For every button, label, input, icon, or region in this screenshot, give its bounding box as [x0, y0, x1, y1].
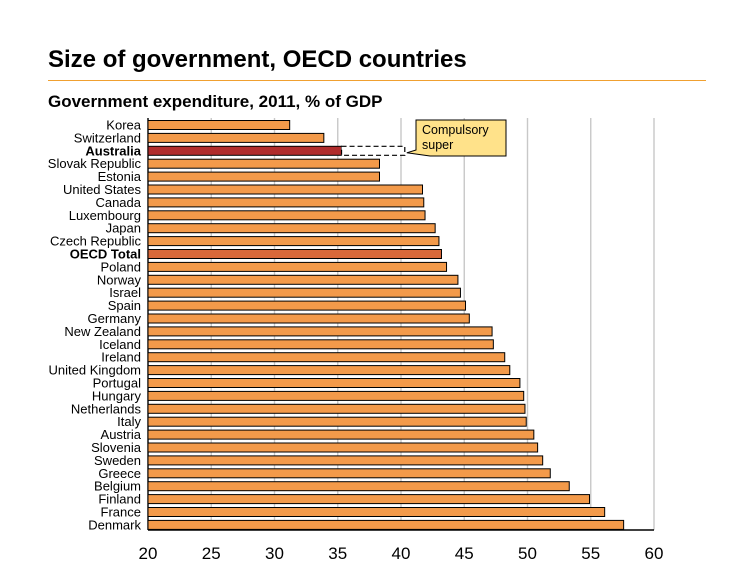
category-label-netherlands: Netherlands: [71, 401, 142, 416]
bar-canada: [147, 197, 425, 208]
category-label-israel: Israel: [109, 285, 141, 300]
bar-denmark: [147, 519, 625, 530]
bar-italy: [147, 416, 527, 427]
category-label-switzerland: Switzerland: [74, 130, 141, 145]
category-label-sweden: Sweden: [94, 453, 141, 468]
annotation-extension-bar: [340, 145, 406, 156]
annotation-callout-box: [406, 119, 507, 157]
category-label-australia: Australia: [85, 143, 141, 158]
chart-title: Size of government, OECD countries: [48, 46, 467, 73]
x-tick-label: 45: [455, 544, 474, 563]
x-tick-label: 30: [265, 544, 284, 563]
bar-sweden: [147, 455, 544, 466]
bar-korea: [147, 120, 291, 130]
x-tick-label: 20: [139, 544, 158, 563]
category-label-portugal: Portugal: [93, 376, 142, 391]
category-label-austria: Austria: [101, 427, 142, 442]
bar-belgium: [147, 481, 570, 492]
bar-netherlands: [147, 403, 526, 414]
bar-new-zealand: [147, 326, 493, 337]
x-tick-label: 25: [202, 544, 221, 563]
bar-greece: [147, 468, 551, 479]
category-label-france: France: [101, 505, 141, 520]
title-divider: [48, 80, 706, 81]
category-label-spain: Spain: [108, 298, 141, 313]
bar-france: [147, 507, 606, 517]
category-label-denmark: Denmark: [88, 517, 141, 532]
bar-portugal: [147, 378, 521, 388]
category-label-united-kingdom: United Kingdom: [49, 363, 142, 378]
category-label-canada: Canada: [95, 195, 141, 210]
category-label-belgium: Belgium: [94, 479, 141, 494]
bar-luxembourg: [147, 210, 426, 221]
category-label-hungary: Hungary: [92, 388, 142, 403]
category-label-oecd-total: OECD Total: [70, 247, 141, 262]
category-label-iceland: Iceland: [99, 337, 141, 352]
bar-slovak-republic: [147, 158, 380, 169]
bar-finland: [147, 494, 590, 505]
category-label-korea: Korea: [106, 118, 141, 133]
bar-spain: [147, 300, 467, 311]
bar-austria: [147, 429, 535, 440]
category-label-united-states: United States: [63, 182, 142, 197]
bar-czech-republic: [147, 236, 440, 247]
bar-united-kingdom: [147, 365, 511, 376]
bar-australia: [147, 145, 343, 156]
category-label-slovenia: Slovenia: [91, 440, 142, 455]
bar-poland: [147, 261, 448, 272]
chart-subtitle: Government expenditure, 2011, % of GDP: [48, 92, 383, 111]
bar-estonia: [147, 171, 380, 182]
category-label-estonia: Estonia: [98, 169, 142, 184]
category-label-slovak-republic: Slovak Republic: [48, 156, 142, 171]
x-tick-label: 50: [518, 544, 537, 563]
bar-oecd-total: [147, 249, 442, 259]
category-label-greece: Greece: [98, 466, 141, 481]
category-label-czech-republic: Czech Republic: [50, 234, 142, 249]
category-label-new-zealand: New Zealand: [64, 324, 141, 339]
annotation-text: super: [422, 138, 453, 152]
category-label-italy: Italy: [117, 414, 141, 429]
category-label-ireland: Ireland: [101, 350, 141, 365]
x-tick-label: 40: [392, 544, 411, 563]
bar-germany: [147, 313, 470, 324]
bar-iceland: [147, 339, 494, 350]
annotation-text: Compulsory: [422, 123, 489, 137]
bar-israel: [147, 287, 461, 298]
category-label-japan: Japan: [106, 221, 141, 236]
bar-hungary: [147, 390, 525, 401]
x-tick-label: 55: [581, 544, 600, 563]
bar-slovenia: [147, 442, 539, 453]
category-label-norway: Norway: [97, 272, 142, 287]
bar-united-states: [147, 184, 424, 195]
category-label-luxembourg: Luxembourg: [69, 208, 141, 223]
bar-ireland: [147, 352, 506, 363]
x-tick-label: 35: [328, 544, 347, 563]
category-label-finland: Finland: [98, 492, 141, 507]
bar-japan: [147, 223, 436, 234]
bar-switzerland: [147, 132, 325, 143]
x-tick-label: 60: [645, 544, 664, 563]
category-label-poland: Poland: [101, 259, 141, 274]
bar-norway: [147, 274, 459, 285]
category-label-germany: Germany: [88, 311, 142, 326]
